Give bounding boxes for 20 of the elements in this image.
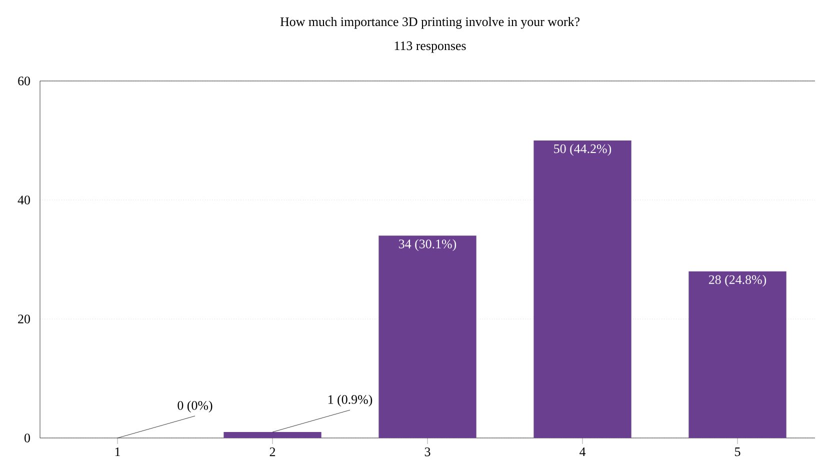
data-label: 0 (0%) [178, 400, 212, 412]
bar [378, 236, 476, 438]
x-tick-label: 4 [580, 447, 586, 456]
y-tick-label: 60 [18, 76, 30, 86]
chart-title: How much importance 3D printing involve in your work? [280, 17, 580, 29]
y-tick-label: 0 [24, 434, 30, 442]
y-tick-label: 20 [18, 314, 30, 324]
bar [688, 271, 786, 438]
x-tick-label: 2 [270, 448, 276, 456]
data-label: 1 (0.9%) [328, 394, 372, 407]
x-tick-label: 1 [115, 448, 120, 456]
data-label: 50 (44.2%) [554, 144, 612, 156]
x-tick-label: 5 [735, 448, 740, 456]
bar [534, 140, 632, 438]
data-label: 34 (30.1%) [399, 239, 456, 251]
y-tick-label: 40 [18, 196, 30, 204]
chart-subtitle: 113 responses [394, 41, 466, 53]
data-label: 28 (24.8%) [708, 274, 766, 287]
bar [224, 432, 322, 438]
x-tick-label: 3 [424, 448, 430, 456]
